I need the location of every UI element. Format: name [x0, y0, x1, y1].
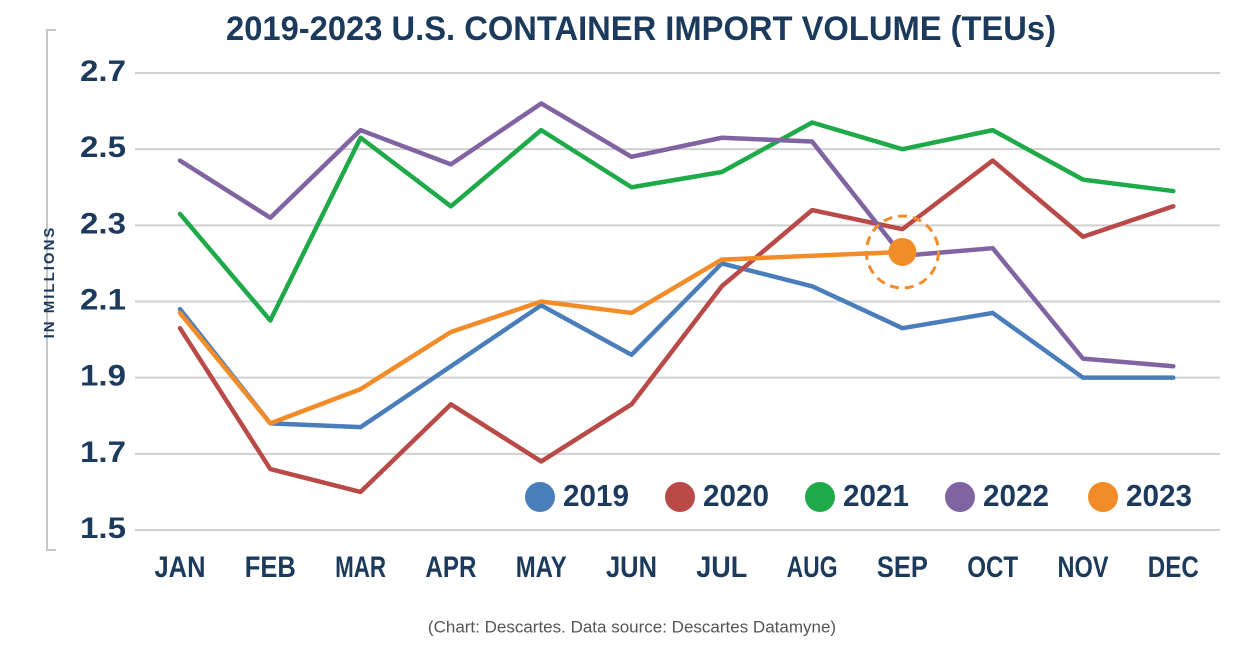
legend-swatch [945, 482, 975, 512]
x-tick-label: AUG [787, 551, 838, 584]
series-line [177, 261, 1176, 430]
series-line [177, 120, 1176, 323]
x-tick-label: JUL [696, 551, 747, 584]
y-axis-label: IN MILLIONS [41, 226, 58, 339]
x-tick-label: NOV [1058, 551, 1109, 584]
legend-label: 2022 [983, 478, 1049, 513]
chart-title: 2019-2023 U.S. CONTAINER IMPORT VOLUME (… [226, 10, 1056, 48]
legend-swatch [525, 482, 555, 512]
legend-label: 2023 [1126, 478, 1192, 513]
x-tick-label: MAY [516, 551, 567, 584]
x-tick-label: DEC [1148, 551, 1199, 584]
caption: (Chart: Descartes. Data source: Descarte… [428, 617, 836, 636]
legend-label: 2019 [563, 478, 629, 513]
y-tick-label: 1.5 [80, 512, 126, 545]
y-tick-label: 1.9 [80, 360, 126, 393]
y-tick-label: 1.7 [80, 436, 126, 469]
series-line [177, 249, 905, 426]
highlight-point [888, 237, 917, 266]
y-tick-label: 2.1 [80, 283, 126, 316]
x-tick-label: FEB [245, 551, 296, 584]
axis-bracket [46, 29, 56, 551]
legend-swatch [1088, 482, 1118, 512]
legend-label: 2020 [703, 478, 769, 513]
series-line [177, 158, 1176, 495]
legend-swatch [665, 482, 695, 512]
highlight-ring [864, 214, 940, 290]
x-tick-label: MAR [335, 551, 386, 584]
legend-swatch [805, 482, 835, 512]
x-tick-label: SEP [877, 551, 928, 584]
y-tick-label: 2.5 [80, 131, 126, 164]
y-tick-label: 2.3 [80, 207, 126, 240]
x-tick-label: OCT [967, 551, 1018, 584]
x-tick-label: JUN [606, 551, 657, 584]
legend-label: 2021 [843, 478, 909, 513]
x-tick-label: APR [425, 551, 476, 584]
y-tick-label: 2.7 [80, 55, 126, 88]
series-line [177, 101, 1176, 369]
x-tick-label: JAN [155, 551, 206, 584]
